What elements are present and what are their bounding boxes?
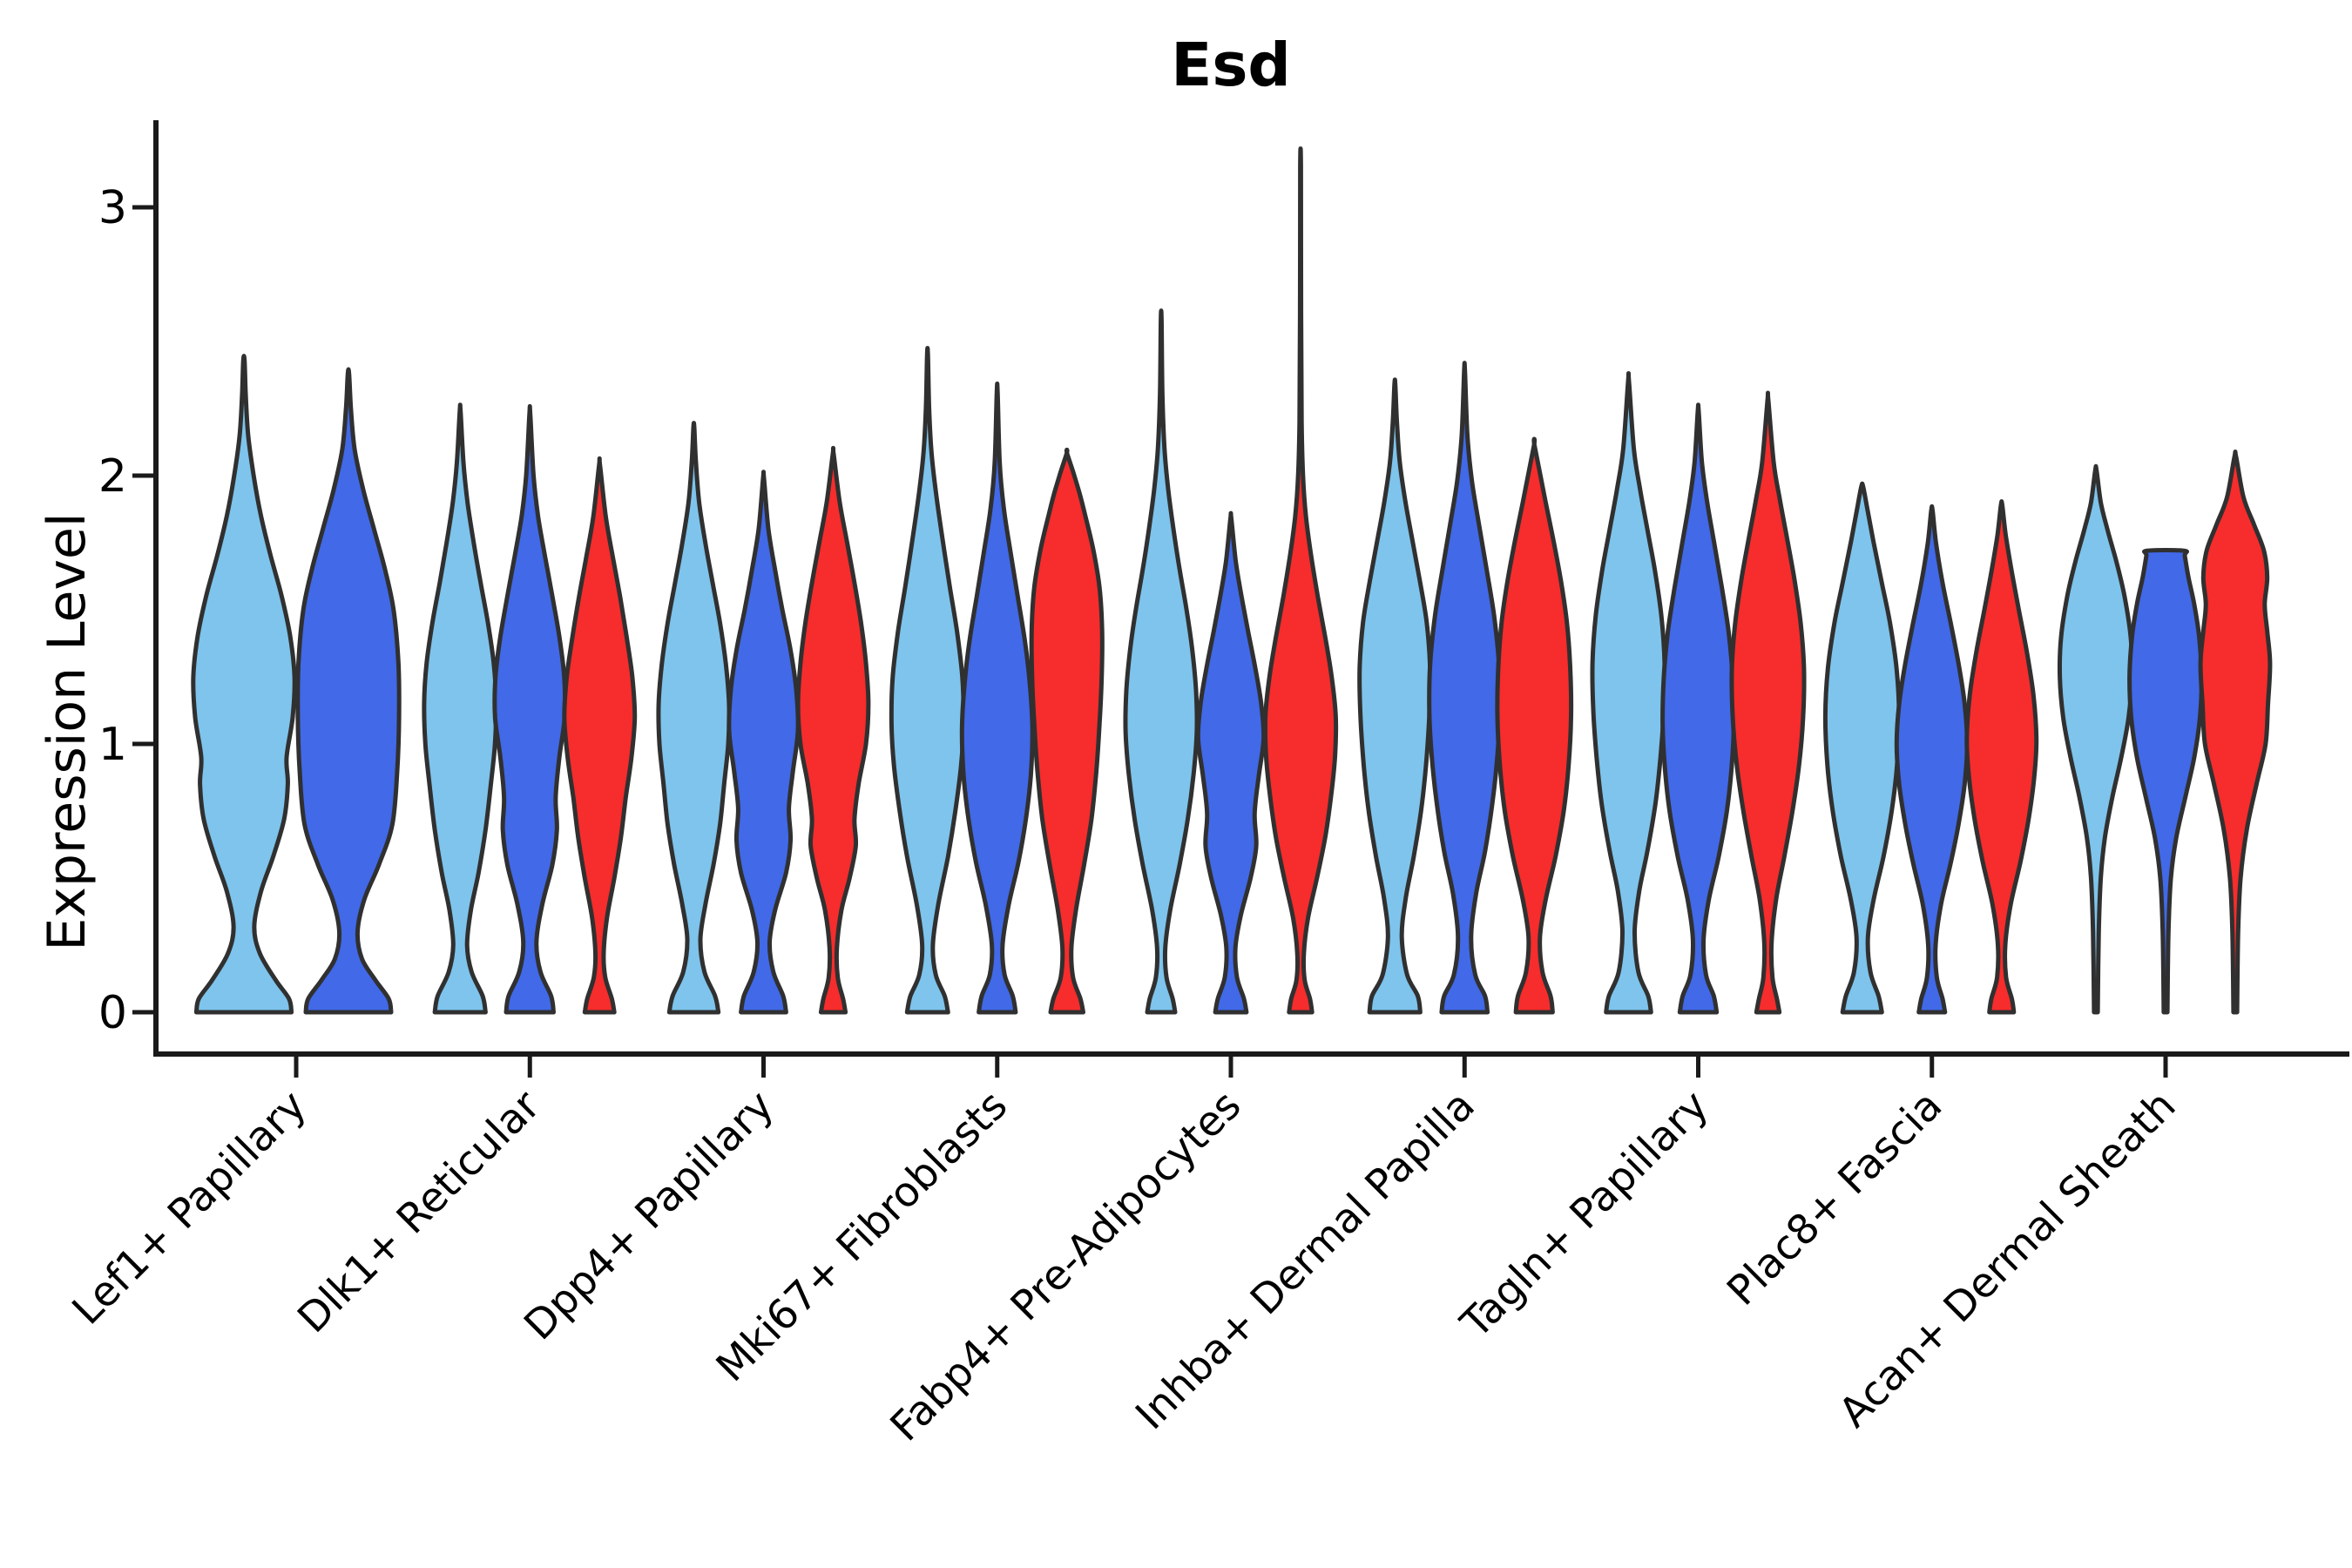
violin-red-group-7 xyxy=(1729,390,1807,1015)
y-axis-spine xyxy=(153,120,159,1057)
violin-light-blue-group-3 xyxy=(656,421,732,1015)
y-tick xyxy=(132,1010,153,1015)
violin-dark-blue-group-9 xyxy=(2127,547,2204,1015)
y-tick xyxy=(132,741,153,747)
x-axis-spine xyxy=(153,1051,2349,1057)
violin-light-blue-group-9 xyxy=(2057,463,2135,1015)
violin-light-blue-group-7 xyxy=(1590,371,1667,1015)
y-tick xyxy=(132,473,153,478)
x-tick xyxy=(294,1057,299,1078)
x-tick xyxy=(1696,1057,1700,1078)
violin-light-blue-group-5 xyxy=(1123,308,1200,1015)
violin-red-group-9 xyxy=(2198,449,2273,1015)
y-tick-label: 3 xyxy=(98,182,127,234)
violin-dark-blue-group-6 xyxy=(1427,361,1503,1015)
y-axis-ticks: 0 1 2 3 xyxy=(98,182,153,1039)
violin-red-group-3 xyxy=(795,445,871,1015)
x-tick xyxy=(527,1057,532,1078)
violin-light-blue-group-4 xyxy=(889,346,966,1015)
x-tick xyxy=(1228,1057,1233,1078)
violin-light-blue-group-6 xyxy=(1357,377,1433,1015)
violin-red-group-5 xyxy=(1262,146,1339,1015)
violin-red-group-8 xyxy=(1964,499,2039,1015)
violin-dark-blue-group-3 xyxy=(727,470,801,1015)
violin-red-group-4 xyxy=(1029,447,1105,1015)
x-tick xyxy=(1930,1057,1935,1078)
violin-dark-blue-group-4 xyxy=(959,382,1035,1015)
violin-red-group-2 xyxy=(562,456,638,1015)
x-tick xyxy=(761,1057,766,1078)
x-tick xyxy=(1462,1057,1467,1078)
violin-dark-blue-group-2 xyxy=(492,403,568,1015)
y-tick-label: 2 xyxy=(98,450,127,503)
violin-dark-blue-group-8 xyxy=(1894,504,1970,1015)
violin-light-blue-group-2 xyxy=(422,402,499,1015)
chart-title: Esd xyxy=(1171,30,1291,100)
y-axis-label: Expression Level xyxy=(37,512,98,950)
violin-dark-blue-group-5 xyxy=(1195,510,1267,1015)
y-tick xyxy=(132,205,153,210)
violin-light-blue-group-8 xyxy=(1822,481,1902,1015)
violin-dark-blue-group-1 xyxy=(295,367,402,1015)
y-tick-label: 1 xyxy=(98,719,127,771)
y-tick-label: 0 xyxy=(98,987,127,1039)
violin-light-blue-group-1 xyxy=(191,354,297,1015)
violin-dark-blue-group-7 xyxy=(1660,402,1736,1015)
violin-red-group-6 xyxy=(1495,436,1574,1015)
x-tick xyxy=(995,1057,1000,1078)
x-tick xyxy=(2163,1057,2168,1078)
violins xyxy=(191,146,2273,1015)
